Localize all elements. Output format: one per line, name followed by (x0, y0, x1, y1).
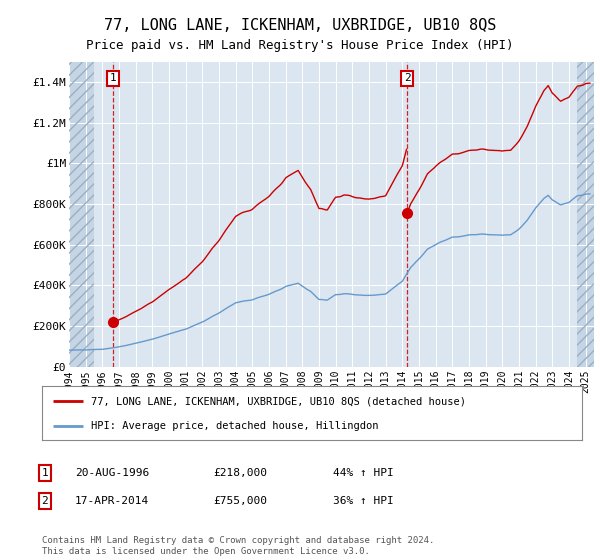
Text: 1: 1 (41, 468, 49, 478)
Text: £755,000: £755,000 (213, 496, 267, 506)
Text: 1: 1 (109, 73, 116, 83)
Text: £218,000: £218,000 (213, 468, 267, 478)
Text: 77, LONG LANE, ICKENHAM, UXBRIDGE, UB10 8QS (detached house): 77, LONG LANE, ICKENHAM, UXBRIDGE, UB10 … (91, 396, 466, 407)
Text: Price paid vs. HM Land Registry's House Price Index (HPI): Price paid vs. HM Land Registry's House … (86, 39, 514, 53)
Text: 2: 2 (41, 496, 49, 506)
Bar (577, 62, 594, 367)
Text: 77, LONG LANE, ICKENHAM, UXBRIDGE, UB10 8QS: 77, LONG LANE, ICKENHAM, UXBRIDGE, UB10 … (104, 18, 496, 32)
Text: 44% ↑ HPI: 44% ↑ HPI (333, 468, 394, 478)
Bar (69, 62, 94, 367)
Bar (577, 62, 594, 367)
Text: 36% ↑ HPI: 36% ↑ HPI (333, 496, 394, 506)
Bar (69, 62, 94, 367)
Text: Contains HM Land Registry data © Crown copyright and database right 2024.
This d: Contains HM Land Registry data © Crown c… (42, 536, 434, 556)
Text: 17-APR-2014: 17-APR-2014 (75, 496, 149, 506)
Text: 20-AUG-1996: 20-AUG-1996 (75, 468, 149, 478)
Text: 2: 2 (404, 73, 410, 83)
Text: HPI: Average price, detached house, Hillingdon: HPI: Average price, detached house, Hill… (91, 421, 378, 431)
